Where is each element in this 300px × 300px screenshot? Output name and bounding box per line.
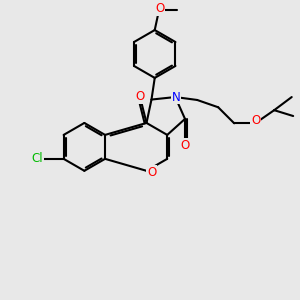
Text: N: N	[172, 91, 180, 103]
Text: O: O	[251, 114, 260, 127]
Text: O: O	[135, 90, 144, 103]
Text: O: O	[155, 2, 164, 15]
Text: Cl: Cl	[32, 152, 43, 165]
Text: O: O	[180, 139, 190, 152]
Text: O: O	[147, 166, 156, 179]
